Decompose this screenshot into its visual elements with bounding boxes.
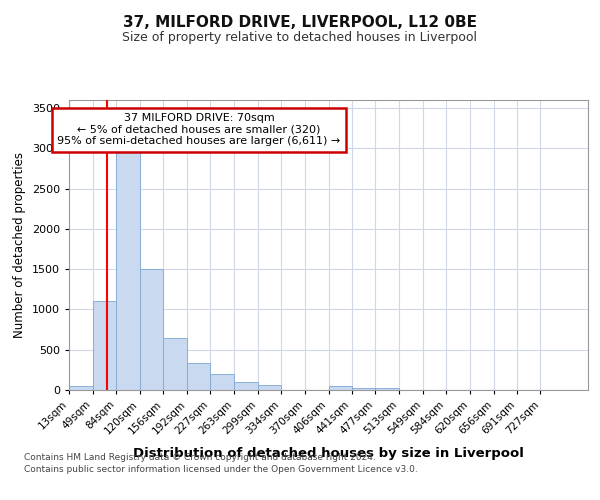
Bar: [69, 386, 93, 390]
Bar: [140, 269, 163, 390]
Bar: [376, 388, 399, 390]
Bar: [93, 302, 116, 390]
Bar: [352, 388, 376, 390]
X-axis label: Distribution of detached houses by size in Liverpool: Distribution of detached houses by size …: [133, 447, 524, 460]
Bar: [187, 364, 211, 390]
Bar: [258, 385, 281, 390]
Text: Contains HM Land Registry data © Crown copyright and database right 2024.: Contains HM Land Registry data © Crown c…: [24, 453, 376, 462]
Y-axis label: Number of detached properties: Number of detached properties: [13, 152, 26, 338]
Bar: [116, 152, 140, 390]
Bar: [163, 338, 187, 390]
Text: 37 MILFORD DRIVE: 70sqm
← 5% of detached houses are smaller (320)
95% of semi-de: 37 MILFORD DRIVE: 70sqm ← 5% of detached…: [58, 113, 341, 146]
Bar: [234, 382, 258, 390]
Text: 37, MILFORD DRIVE, LIVERPOOL, L12 0BE: 37, MILFORD DRIVE, LIVERPOOL, L12 0BE: [123, 15, 477, 30]
Bar: [211, 374, 234, 390]
Bar: [329, 386, 352, 390]
Text: Contains public sector information licensed under the Open Government Licence v3: Contains public sector information licen…: [24, 466, 418, 474]
Text: Size of property relative to detached houses in Liverpool: Size of property relative to detached ho…: [122, 31, 478, 44]
